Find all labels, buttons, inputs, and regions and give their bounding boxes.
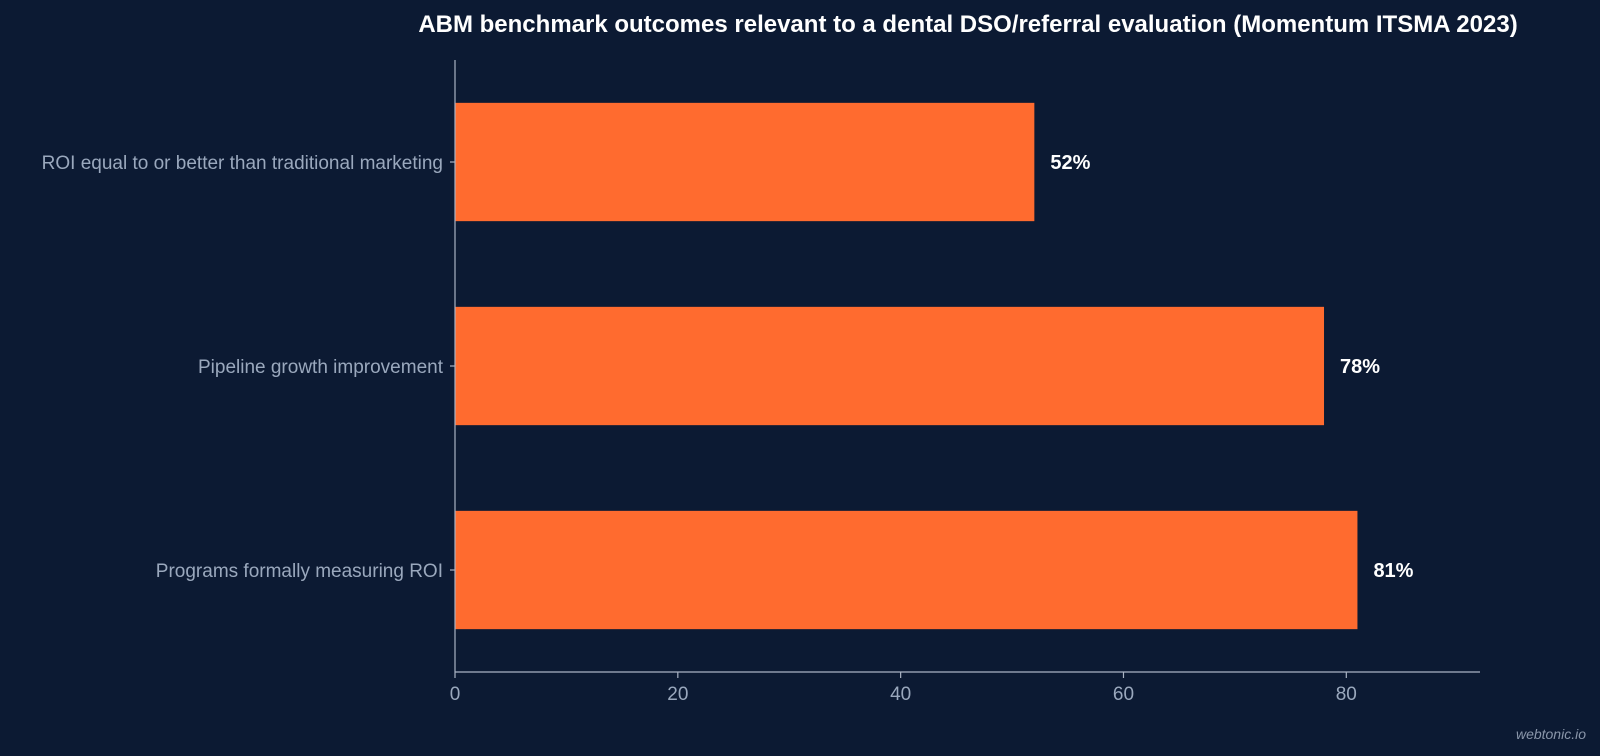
value-label-0: 52% [1050, 152, 1090, 174]
category-label-0: ROI equal to or better than traditional … [42, 153, 443, 174]
value-label-2: 81% [1373, 560, 1413, 582]
bars-layer: 52% 78% 81% [455, 102, 1414, 630]
x-tick-label-2: 40 [890, 684, 911, 705]
x-tick-label-1: 20 [667, 684, 688, 705]
axes-layer: ROI equal to or better than traditional … [42, 60, 1480, 705]
watermark-text: webtonic.io [1516, 726, 1586, 742]
x-tick-label-0: 0 [450, 684, 461, 705]
value-label-1: 78% [1340, 356, 1380, 378]
bar-2 [455, 510, 1358, 630]
chart-title: ABM benchmark outcomes relevant to a den… [418, 11, 1517, 38]
x-tick-label-3: 60 [1113, 684, 1134, 705]
category-label-1: Pipeline growth improvement [198, 357, 444, 378]
category-label-2: Programs formally measuring ROI [156, 561, 443, 582]
bar-0 [455, 102, 1035, 222]
x-tick-label-4: 80 [1336, 684, 1357, 705]
bar-1 [455, 306, 1325, 426]
